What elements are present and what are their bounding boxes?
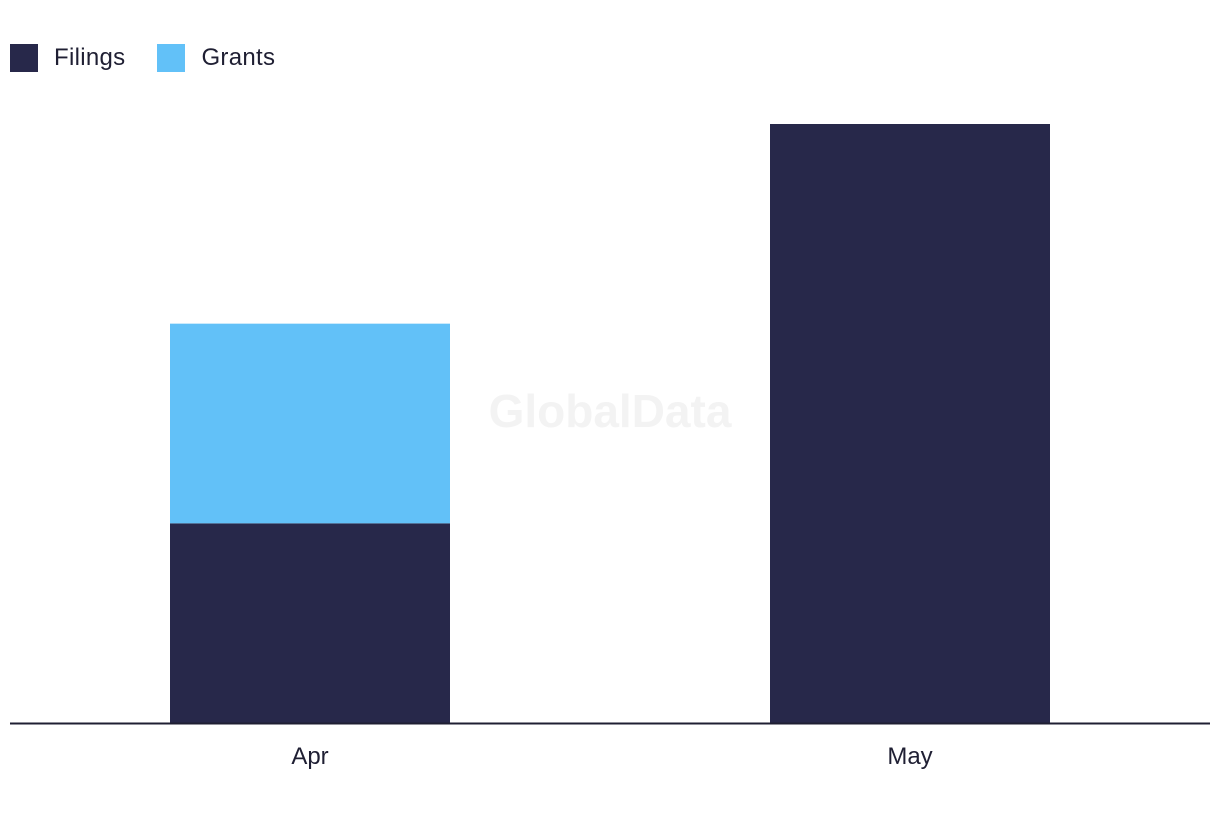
x-tick-label-may: May xyxy=(887,743,932,770)
legend-swatch-filings xyxy=(10,44,38,72)
legend-label-filings: Filings xyxy=(54,44,126,71)
bar-grants-apr xyxy=(170,323,450,524)
legend-item-filings: Filings xyxy=(10,44,125,72)
legend-label-grants: Grants xyxy=(201,44,276,71)
bars-group xyxy=(170,124,1050,723)
legend-item-grants: Grants xyxy=(157,44,275,72)
legend-swatch-grants xyxy=(157,44,186,72)
bar-filings-apr xyxy=(170,523,450,723)
x-tick-labels: Apr May xyxy=(291,743,932,770)
chart-legend: Filings Grants xyxy=(10,44,307,72)
x-tick-label-apr: Apr xyxy=(291,743,328,770)
bar-filings-may xyxy=(770,124,1050,723)
